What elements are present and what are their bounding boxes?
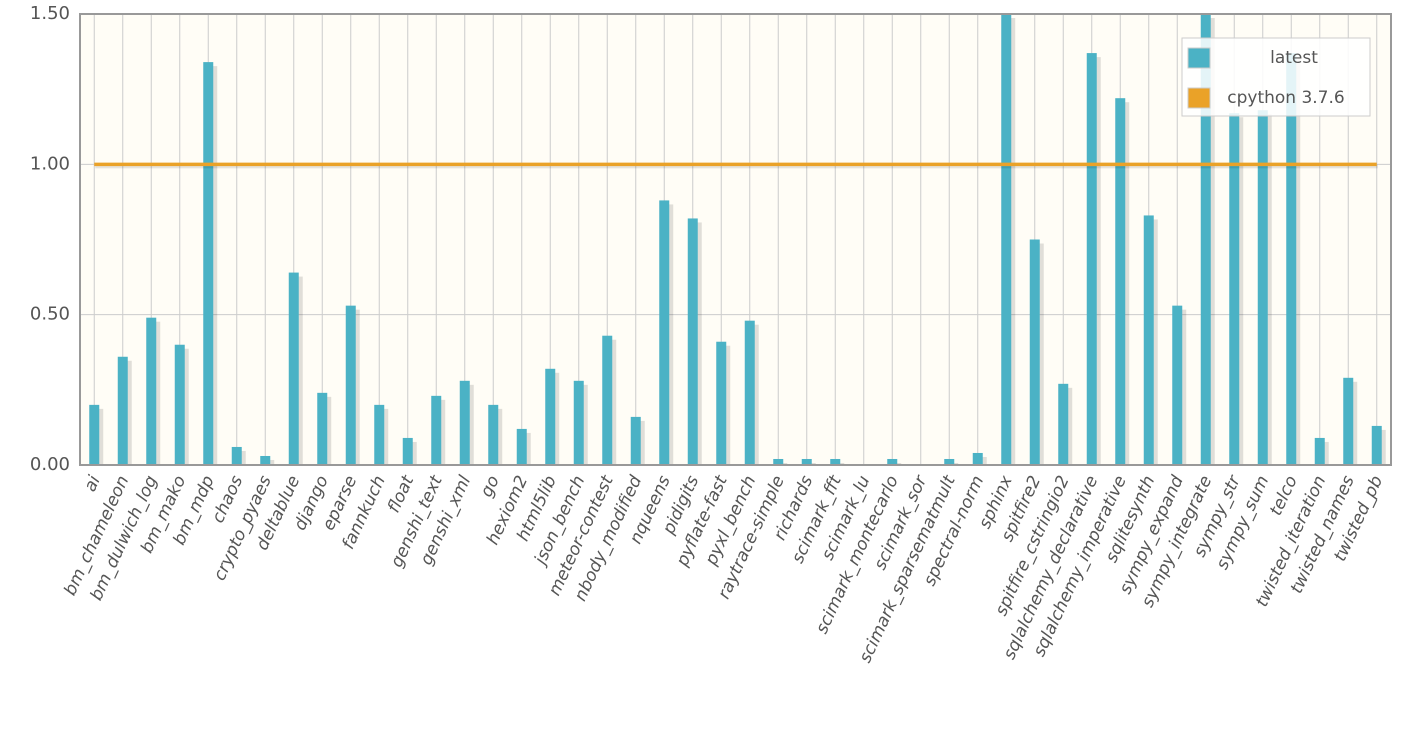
bar (402, 437, 413, 465)
bar (459, 380, 470, 465)
bar (972, 452, 983, 465)
bar (687, 218, 698, 465)
bar (830, 458, 841, 465)
bar (516, 428, 527, 465)
plot-border (79, 13, 1392, 466)
bar (117, 356, 128, 465)
bar (773, 458, 784, 465)
legend-label: cpython 3.7.6 (1227, 88, 1344, 108)
bar (801, 458, 812, 465)
bar (944, 458, 955, 465)
bar (1286, 53, 1297, 465)
bar (89, 404, 100, 465)
bar (887, 458, 898, 465)
bar (573, 380, 584, 465)
bar (231, 446, 242, 465)
bar (1058, 383, 1069, 465)
y-tick-label: 0.50 (30, 304, 70, 325)
bar (1001, 14, 1012, 465)
bar (1200, 14, 1211, 465)
y-tick-label: 1.00 (30, 153, 70, 174)
bar (317, 392, 328, 465)
lines (94, 162, 1378, 169)
bar (1229, 113, 1240, 465)
bar (1172, 305, 1183, 465)
bar (630, 416, 641, 465)
bar (488, 404, 499, 465)
bar (1257, 110, 1268, 465)
bar (1029, 239, 1040, 465)
legend-label: latest (1270, 48, 1318, 68)
x-tick-label: ai (80, 472, 105, 494)
x-tick-label: go (477, 473, 504, 501)
bar (1143, 215, 1154, 465)
legend-swatch (1187, 47, 1211, 69)
y-tick-label: 1.50 (30, 3, 70, 24)
legend: latest cpython 3.7.6 (1181, 37, 1371, 117)
bar (203, 62, 214, 465)
bar (146, 317, 157, 465)
legend-box (1181, 37, 1371, 117)
bar (288, 272, 299, 465)
bar (345, 305, 356, 465)
bar (260, 455, 271, 465)
bar (1371, 425, 1382, 465)
bar (1086, 53, 1097, 465)
legend-swatch (1187, 87, 1211, 109)
bar (1343, 377, 1354, 465)
bar (744, 320, 755, 465)
bars (89, 14, 1386, 465)
bar (1115, 98, 1126, 465)
bar (431, 395, 442, 465)
bar (659, 200, 670, 465)
bar (545, 368, 556, 465)
bar (374, 404, 385, 465)
bar (602, 335, 613, 465)
y-tick-label: 0.00 (30, 454, 70, 475)
bar (174, 344, 185, 465)
bar (716, 341, 727, 465)
bar (1314, 437, 1325, 465)
